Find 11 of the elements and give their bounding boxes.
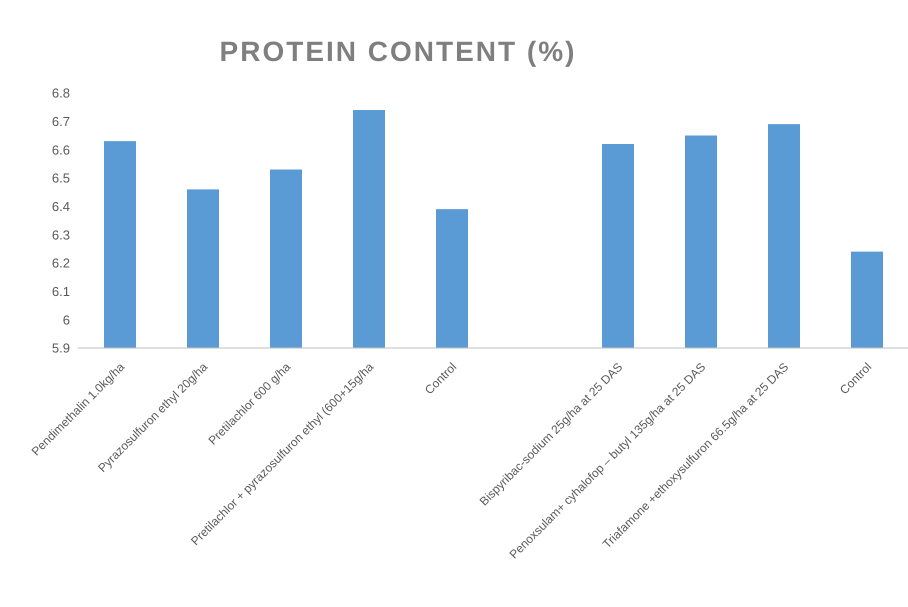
- y-tick-label: 6.5: [52, 170, 70, 186]
- y-tick-label: 6.8: [52, 86, 70, 101]
- y-tick-label: 6.3: [52, 227, 70, 242]
- y-tick-label: 6.2: [52, 256, 70, 271]
- y-tick-label: 6.4: [52, 198, 70, 214]
- y-tick-label: 5.9: [52, 340, 70, 356]
- y-tick-label: 6.1: [52, 284, 70, 299]
- y-tick-label: 6: [62, 312, 70, 328]
- chart-title: PROTEIN CONTENT (%): [218, 36, 578, 68]
- y-tick-label: 6.7: [52, 114, 70, 129]
- y-tick-label: 6.6: [52, 142, 70, 158]
